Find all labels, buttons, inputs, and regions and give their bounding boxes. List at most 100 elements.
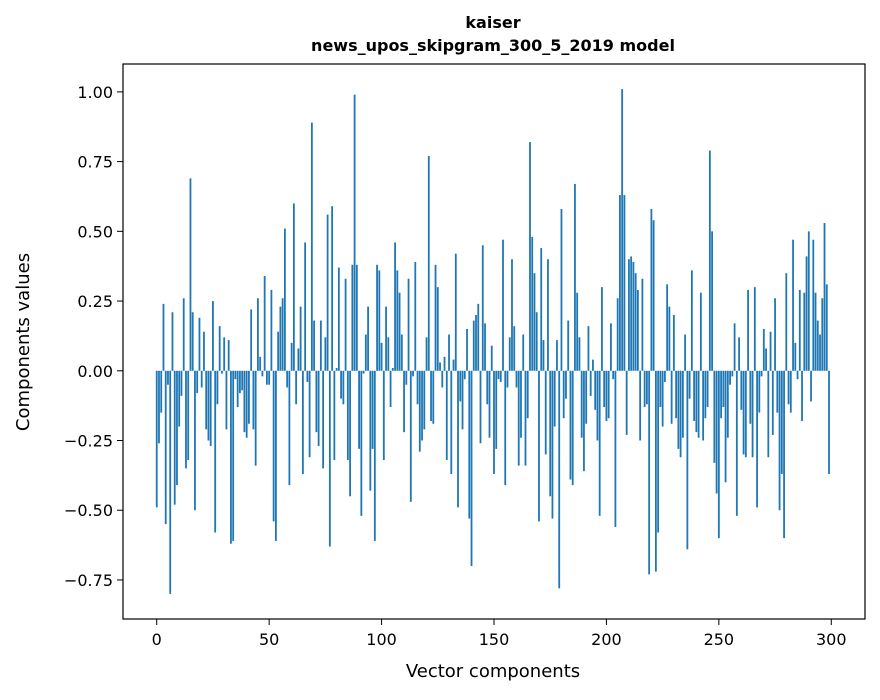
bar-component-81 (337, 267, 340, 371)
bar-component-299 (828, 370, 830, 474)
bar-component-269 (760, 370, 763, 377)
bar-component-174 (547, 259, 549, 371)
bar-component-61 (292, 203, 295, 371)
bar-component-181 (562, 370, 565, 419)
x-tick-label: 200 (591, 630, 622, 649)
bar-component-56 (281, 298, 284, 371)
bar-component-113 (409, 370, 412, 502)
chart-title-line1: kaiser (465, 13, 520, 32)
bar-component-225 (661, 370, 664, 427)
bar-component-78 (331, 206, 334, 371)
bar-component-189 (580, 370, 583, 438)
bar-component-195 (594, 370, 597, 410)
bar-component-66 (304, 242, 307, 371)
bar-component-37 (239, 370, 241, 394)
bar-component-179 (558, 370, 561, 589)
bar-component-120 (425, 337, 428, 371)
y-tick-label: 1.00 (77, 83, 113, 102)
bar-component-46 (259, 356, 262, 371)
bar-component-177 (553, 370, 556, 427)
bar-component-280 (785, 273, 788, 371)
y-axis-label: Components values (13, 253, 34, 431)
bar-component-16 (191, 312, 194, 371)
bar-component-191 (585, 370, 588, 424)
bar-component-237 (688, 370, 691, 399)
bar-component-215 (639, 370, 642, 441)
bar-component-36 (236, 370, 239, 408)
x-tick-label: 50 (259, 630, 279, 649)
bar-component-162 (520, 370, 522, 438)
bar-component-206 (619, 195, 621, 371)
bar-component-211 (630, 256, 633, 371)
bar-component-289 (805, 256, 808, 371)
bar-component-260 (740, 370, 743, 410)
bar-component-25 (212, 301, 214, 371)
bar-component-290 (807, 231, 810, 371)
bar-component-32 (227, 340, 230, 371)
bar-component-11 (180, 370, 183, 396)
bar-component-100 (380, 342, 383, 371)
bar-component-176 (551, 370, 554, 519)
bar-component-250 (717, 370, 720, 539)
bar-component-28 (218, 326, 221, 371)
bar-component-121 (427, 156, 430, 371)
bar-component-294 (816, 320, 819, 371)
bar-component-218 (646, 370, 648, 405)
bar-component-13 (185, 370, 187, 469)
bar-component-103 (387, 337, 390, 371)
bar-component-274 (771, 370, 774, 435)
bar-component-55 (279, 306, 282, 371)
bar-component-221 (652, 220, 655, 371)
bar-component-150 (493, 370, 495, 474)
y-tick-label: 0.50 (77, 222, 113, 241)
bar-component-209 (625, 370, 628, 435)
bar-component-208 (623, 195, 626, 371)
x-tick-label: 100 (366, 630, 397, 649)
bar-component-152 (497, 370, 500, 380)
bar-component-291 (810, 370, 812, 402)
bar-component-210 (628, 259, 630, 371)
bar-component-171 (540, 248, 543, 371)
bar-component-91 (360, 370, 363, 516)
bar-component-266 (753, 287, 756, 371)
bar-component-153 (499, 370, 502, 382)
bar-component-166 (529, 142, 531, 371)
bar-component-9 (176, 370, 178, 486)
bar-component-34 (232, 370, 235, 541)
bar-component-157 (508, 337, 511, 371)
bar-component-160 (515, 370, 518, 388)
bar-component-257 (733, 323, 736, 371)
bar-component-50 (268, 370, 271, 385)
bar-component-70 (313, 320, 316, 371)
bar-component-248 (713, 370, 716, 463)
bar-component-236 (686, 370, 689, 550)
bar-component-292 (812, 239, 815, 371)
bar-component-232 (677, 370, 680, 449)
bar-component-118 (421, 370, 423, 441)
bar-component-119 (423, 370, 426, 430)
bar-component-205 (616, 298, 619, 371)
bar-component-96 (371, 370, 374, 449)
bar-component-297 (823, 222, 826, 371)
y-tick-label: 0.25 (77, 292, 113, 311)
bar-component-123 (432, 370, 435, 424)
x-tick-label: 0 (152, 630, 162, 649)
bar-component-68 (308, 370, 311, 458)
bar-component-281 (787, 370, 790, 405)
bar-component-5 (167, 370, 169, 385)
y-tick-label: −0.50 (64, 501, 113, 520)
bar-component-92 (362, 370, 365, 374)
x-tick-label: 150 (479, 630, 510, 649)
bar-component-270 (762, 328, 765, 371)
bar-component-49 (266, 370, 268, 385)
bar-component-207 (621, 89, 624, 371)
bar-component-295 (819, 334, 821, 371)
bars-group (155, 89, 830, 594)
bar-component-21 (203, 331, 205, 371)
bar-component-18 (196, 370, 199, 394)
x-axis: 0 50 100 150 200 250 300 (152, 619, 847, 649)
bar-component-243 (702, 370, 705, 441)
bar-component-193 (589, 370, 592, 396)
bar-component-112 (407, 278, 410, 371)
bar-component-244 (704, 370, 707, 419)
